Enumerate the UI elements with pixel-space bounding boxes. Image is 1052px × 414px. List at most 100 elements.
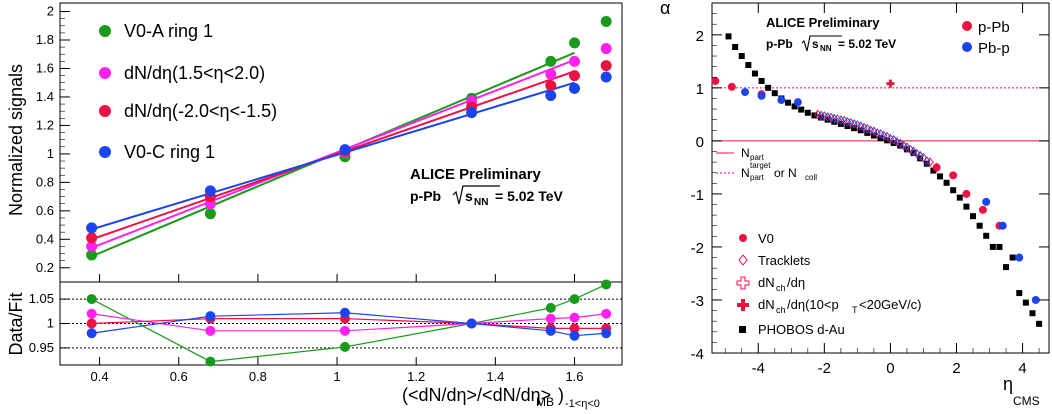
y-tick-label: 2 xyxy=(696,28,704,45)
data-point xyxy=(569,37,581,49)
diamond-marker xyxy=(876,129,885,139)
y-tick-label: 1.4 xyxy=(36,89,54,104)
square-marker xyxy=(1016,290,1023,297)
annotation-title: ALICE Preliminary xyxy=(766,15,880,30)
x-axis-ticks: -4 -2 0 2 4 xyxy=(724,3,1040,377)
legend-marker-filled-square xyxy=(739,326,746,333)
diamond-marker xyxy=(903,142,911,153)
data-point xyxy=(545,55,557,67)
y-tick-label: 0.8 xyxy=(36,174,54,189)
y-axis-title: Data/Fit xyxy=(6,292,26,355)
y-axis-ticks: -4 -3 -2 -1 0 1 2 xyxy=(691,13,1049,363)
data-points xyxy=(86,16,612,261)
circle-marker xyxy=(777,96,786,105)
ratio-point xyxy=(601,308,612,319)
annotation-energy: = 5.02 TeV xyxy=(838,37,896,51)
square-marker xyxy=(983,232,990,239)
legend-marker-open-cross xyxy=(736,276,750,290)
square-marker xyxy=(956,194,963,201)
diamond-marker xyxy=(817,110,825,121)
x-axis-ticks: 0.4 0.6 0.8 1 1.2 1.4 1.6 xyxy=(91,274,584,384)
alice-annotation: ALICE Preliminary p-Pb s NN = 5.02 TeV xyxy=(410,166,564,208)
ratio-point xyxy=(205,325,216,336)
data-over-fit-panel: 0.95 1 1.05 0.4 0.6 0.8 1 1.2 1.4 1.6 Data/Fit (… xyxy=(6,274,623,410)
data-point xyxy=(545,80,557,92)
line-legend: N part N target part or N coll xyxy=(716,146,817,182)
x-tick-label: -2 xyxy=(818,360,831,377)
square-marker xyxy=(818,114,825,121)
legend-label: Pb-p xyxy=(978,40,1010,57)
x-tick-label: 1.2 xyxy=(407,369,425,384)
fit-lines xyxy=(91,51,575,258)
legend-marker-blue xyxy=(962,42,972,52)
x-tick-label: 0 xyxy=(886,360,894,377)
alice-annotation: ALICE Preliminary p-Pb s NN = 5.02 TeV xyxy=(766,15,896,53)
data-point xyxy=(86,222,98,234)
diamond-marker xyxy=(830,113,838,124)
y-tick-label: 1.05 xyxy=(29,291,54,306)
square-marker xyxy=(996,243,1003,250)
square-marker xyxy=(758,77,765,84)
diamond-marker xyxy=(890,134,898,145)
data-point xyxy=(86,232,98,244)
legend-item: V0-A ring 1 xyxy=(99,21,213,41)
legend-marker-filled-cross xyxy=(737,299,749,311)
legend-label-sup: target xyxy=(750,161,771,170)
square-marker xyxy=(917,155,924,162)
data-point xyxy=(86,249,98,261)
x-axis-title-sub: MB xyxy=(536,395,554,409)
legend-item: V0-C ring 1 xyxy=(99,142,215,162)
y-tick-label: 0.6 xyxy=(36,203,54,218)
diamond-marker xyxy=(896,138,904,149)
ratio-point xyxy=(569,294,580,305)
x-axis-title: η CMS xyxy=(1003,374,1040,408)
legend-label-rest: /dη(10<p xyxy=(787,297,839,312)
data-point xyxy=(204,185,216,197)
square-marker xyxy=(732,44,739,51)
legend-label: N xyxy=(741,146,750,160)
y-tick-label: 1.8 xyxy=(36,32,54,47)
diamond-marker xyxy=(933,162,941,173)
legend-label: dN/dη(-2.0<η<-1.5) xyxy=(124,101,277,121)
x-tick-label: -4 xyxy=(752,360,765,377)
annotation-sqrt-sub: NN xyxy=(820,44,832,53)
y-tick-label: 0.2 xyxy=(36,260,54,275)
square-marker xyxy=(976,222,983,229)
y-tick-label: 0.4 xyxy=(36,231,54,246)
y-axis-ticks: 0.95 1 1.05 xyxy=(29,291,70,355)
legend-label-sub: part xyxy=(750,173,765,182)
x-axis-title: (<dN/dη>/<dN/dη> MB ) -1<η<0 xyxy=(402,385,600,410)
y-tick-label: -2 xyxy=(691,240,704,257)
circle-marker xyxy=(741,88,750,97)
legend-marker-filled-circle xyxy=(739,234,747,242)
annotation-sqrt-s: s xyxy=(465,188,473,204)
diamond-marker xyxy=(926,157,934,167)
circle-marker xyxy=(793,98,802,107)
diamond-marker xyxy=(923,156,931,166)
annotation-sqrt-sub: NN xyxy=(474,197,488,208)
ratio-point xyxy=(569,330,580,341)
legend-label-sub2: coll xyxy=(805,173,817,182)
legend-label-sub: part xyxy=(750,153,765,162)
data-point xyxy=(339,144,351,156)
y-tick-label: 1 xyxy=(47,316,54,331)
y-tick-label: -4 xyxy=(691,346,704,363)
y-tick-label: 0.95 xyxy=(29,340,54,355)
diamond-marker xyxy=(913,148,921,159)
square-marker xyxy=(930,167,937,174)
x-tick-label: 1.6 xyxy=(565,369,583,384)
legend-label: p-Pb xyxy=(978,19,1010,36)
ratio-point xyxy=(545,302,556,313)
square-marker xyxy=(771,90,778,97)
annotation-system: p-Pb xyxy=(766,37,793,51)
diamond-marker xyxy=(870,126,878,137)
x-tick-label: 0.6 xyxy=(170,369,188,384)
legend-label-rest: /dη xyxy=(787,275,805,290)
ratio-point xyxy=(339,307,350,318)
legend-marker-green xyxy=(99,25,111,37)
diamond-marker xyxy=(906,144,914,155)
y-tick-label: 1.6 xyxy=(36,60,54,75)
square-marker xyxy=(745,62,752,69)
legend-label-sub: ch xyxy=(776,305,786,315)
